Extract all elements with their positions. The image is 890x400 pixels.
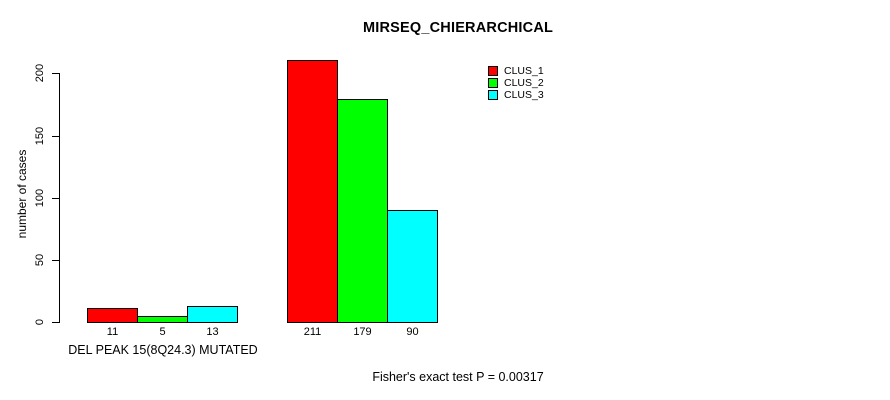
bar-clus_3-group2 (387, 210, 438, 323)
bar-clus_3-group1 (187, 306, 238, 323)
bar-value-label: 11 (106, 326, 119, 338)
legend-label-clus_1: CLUS_1 (504, 65, 544, 77)
y-tick-label: 0 (34, 318, 46, 326)
bar-value-label: 5 (159, 326, 166, 338)
y-tick-label: 50 (34, 253, 46, 267)
legend-label-clus_2: CLUS_2 (504, 77, 544, 89)
y-tick-label: 150 (34, 126, 46, 146)
bar-value-label: 179 (353, 326, 372, 338)
legend-swatch-clus_3 (488, 90, 498, 100)
y-tick-mark (52, 136, 59, 137)
bar-value-label: 211 (303, 326, 322, 338)
y-tick-mark (52, 73, 59, 74)
legend-label-clus_3: CLUS_3 (504, 89, 544, 101)
bar-clus_2-group1 (137, 316, 188, 323)
bar-clus_2-group2 (337, 99, 388, 323)
bar-clus_1-group1 (87, 308, 138, 323)
annotation-text: Fisher's exact test P = 0.00317 (372, 370, 544, 384)
y-axis-line (59, 73, 60, 323)
bar-value-label: 90 (406, 326, 419, 338)
y-tick-label: 200 (34, 63, 46, 83)
y-axis-label: number of cases (15, 149, 29, 239)
bar-value-label: 13 (206, 326, 219, 338)
bar-clus_1-group2 (287, 60, 338, 323)
legend-swatch-clus_2 (488, 78, 498, 88)
y-tick-mark (52, 322, 59, 323)
y-tick-mark (52, 198, 59, 199)
y-tick-label: 100 (34, 188, 46, 208)
chart-title: MIRSEQ_CHIERARCHICAL (362, 20, 554, 36)
y-tick-mark (52, 260, 59, 261)
legend-swatch-clus_1 (488, 66, 498, 76)
x-category-label: DEL PEAK 15(8Q24.3) MUTATED (68, 343, 258, 357)
